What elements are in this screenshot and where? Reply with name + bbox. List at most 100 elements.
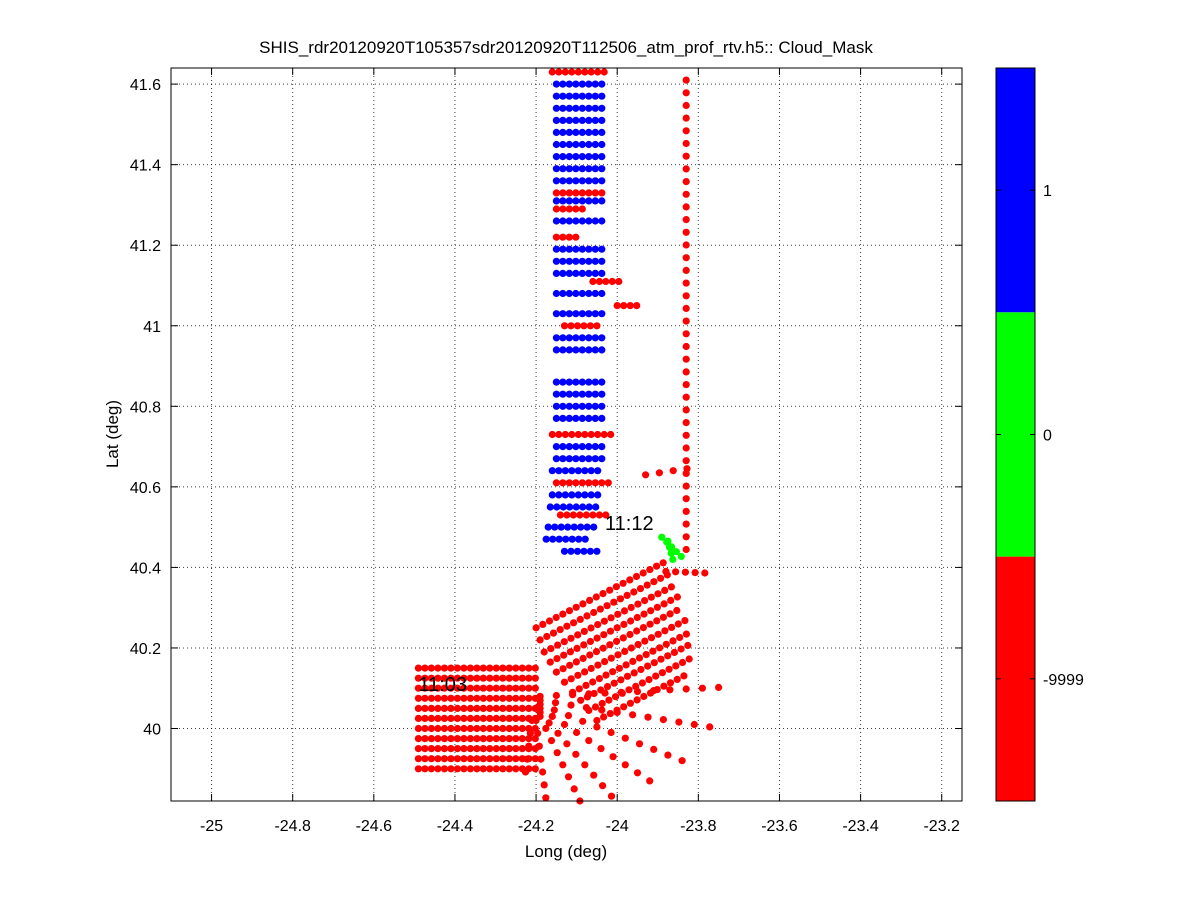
- data-point: [591, 217, 599, 225]
- data-point: [661, 586, 669, 595]
- data-point: [414, 755, 422, 763]
- data-point: [630, 588, 638, 596]
- data-point: [539, 768, 547, 776]
- data-point: [505, 704, 513, 713]
- data-point: [559, 165, 567, 173]
- data-point: [590, 771, 598, 779]
- time-annotations: 11:12 11:03: [418, 513, 653, 696]
- data-point: [573, 322, 582, 330]
- data-point: [434, 714, 442, 723]
- data-point: [575, 535, 583, 543]
- data-point: [559, 189, 567, 197]
- data-point: [421, 724, 429, 733]
- data-point: [486, 735, 494, 743]
- data-point: [578, 116, 586, 124]
- data-point: [600, 617, 609, 625]
- data-point: [585, 245, 593, 253]
- data-point: [581, 761, 589, 769]
- data-point: [592, 593, 600, 601]
- data-point: [591, 177, 599, 185]
- data-point: [525, 664, 533, 672]
- data-point: [573, 547, 582, 555]
- data-point: [665, 665, 673, 673]
- data-point: [633, 769, 642, 777]
- data-point: [479, 735, 487, 743]
- data-point: [610, 598, 618, 606]
- data-point: [682, 393, 690, 401]
- data-point: [585, 455, 593, 463]
- data-point: [434, 755, 442, 763]
- data-point: [560, 720, 569, 729]
- data-point: [674, 620, 682, 628]
- data-point: [554, 729, 562, 737]
- data-point: [531, 684, 539, 692]
- data-point: [555, 491, 563, 499]
- data-point: [466, 684, 474, 692]
- data-point: [602, 277, 610, 286]
- data-point: [550, 706, 558, 714]
- data-point: [682, 76, 690, 84]
- data-point: [556, 626, 564, 634]
- data-point: [453, 704, 461, 713]
- data-point: [572, 479, 580, 487]
- data-point: [460, 694, 468, 702]
- data-point: [505, 694, 513, 702]
- data-point: [682, 419, 690, 427]
- data-point: [581, 491, 589, 499]
- data-point: [625, 686, 633, 694]
- data-point: [612, 693, 620, 701]
- data-point: [572, 269, 580, 277]
- colorbar-label: 1: [1043, 183, 1052, 200]
- data-point: [577, 523, 585, 531]
- data-point: [575, 685, 583, 693]
- data-point: [473, 674, 481, 682]
- data-point: [585, 217, 593, 225]
- data-point: [572, 390, 580, 398]
- data-point: [512, 684, 520, 692]
- data-point: [559, 402, 567, 410]
- data-point: [421, 694, 429, 702]
- data-point: [460, 735, 468, 743]
- data-point: [562, 535, 570, 543]
- data-point: [587, 467, 595, 475]
- data-point: [585, 104, 593, 112]
- data-point: [421, 664, 429, 672]
- data-point: [603, 602, 611, 610]
- data-point: [460, 704, 468, 713]
- data-point: [585, 189, 593, 197]
- data-point: [594, 491, 602, 499]
- data-point: [548, 467, 556, 475]
- data-point: [546, 503, 554, 511]
- data-point: [673, 675, 681, 684]
- data-point: [518, 735, 526, 743]
- data-point: [473, 714, 481, 723]
- data-point: [565, 390, 573, 398]
- data-point: [569, 691, 577, 699]
- data-point: [642, 471, 650, 479]
- data-point: [434, 745, 442, 753]
- data-point: [414, 694, 422, 702]
- y-tick-label: 40.2: [130, 641, 161, 658]
- data-point: [572, 128, 580, 136]
- y-tick-label: 40.4: [130, 560, 161, 577]
- data-point: [627, 644, 636, 652]
- data-point: [525, 694, 533, 702]
- data-point: [532, 624, 540, 632]
- data-point: [600, 68, 608, 76]
- data-point: [543, 632, 551, 641]
- data-point: [585, 690, 593, 698]
- data-point: [568, 535, 576, 543]
- data-point: [427, 745, 435, 753]
- data-point: [682, 507, 690, 515]
- data-point: [572, 116, 580, 124]
- data-point: [619, 579, 627, 587]
- colorbar-frame: [995, 67, 1036, 802]
- data-point: [585, 257, 593, 265]
- data-point: [589, 678, 597, 686]
- data-point: [677, 552, 685, 561]
- data-point: [595, 277, 604, 286]
- data-point: [421, 755, 429, 763]
- data-point: [565, 378, 573, 386]
- data-point: [565, 92, 573, 100]
- data-point: [598, 443, 606, 451]
